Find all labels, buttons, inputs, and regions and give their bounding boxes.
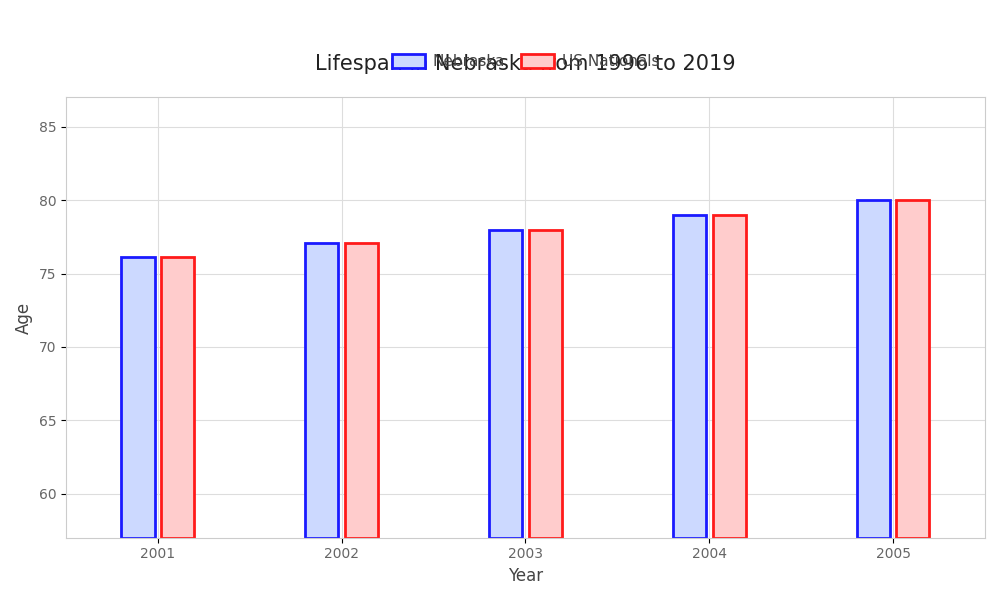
Bar [529,230,562,538]
Y-axis label: Age: Age [15,302,33,334]
Bar [673,215,706,538]
Bar [305,243,338,538]
Bar [121,257,155,538]
Title: Lifespan in Nebraska from 1996 to 2019: Lifespan in Nebraska from 1996 to 2019 [315,53,736,74]
Bar [489,230,522,538]
Bar [345,243,378,538]
Legend: Nebraska, US Nationals: Nebraska, US Nationals [386,48,665,75]
X-axis label: Year: Year [508,567,543,585]
Bar [161,257,194,538]
Bar [896,200,929,538]
Bar [857,200,890,538]
Bar [713,215,746,538]
